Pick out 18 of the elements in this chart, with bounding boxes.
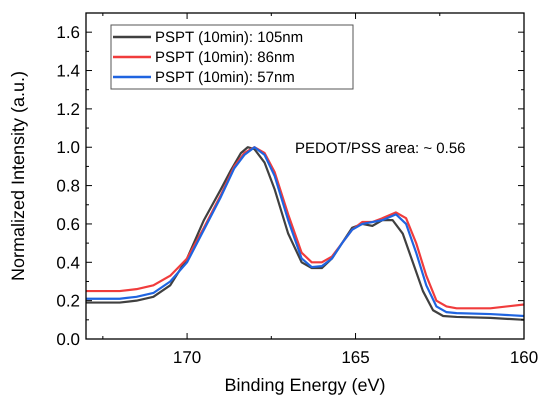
legend-label: PSPT (10min): 57nm xyxy=(155,69,295,86)
x-axis-title: Binding Energy (eV) xyxy=(224,375,386,395)
y-tick-label: 1.6 xyxy=(56,23,80,42)
y-tick-label: 1.0 xyxy=(56,138,80,158)
y-tick-label: 0.0 xyxy=(56,330,80,349)
annotation: PEDOT/PSS area: ~ 0.56 xyxy=(295,140,466,157)
x-tick-label: 165 xyxy=(341,348,370,367)
y-tick-label: 0.6 xyxy=(56,214,80,234)
x-tick-label: 170 xyxy=(172,348,202,367)
legend-label: PSPT (10min): 86nm xyxy=(155,49,295,66)
legend-label: PSPT (10min): 105nm xyxy=(155,29,304,46)
y-tick-label: 1.2 xyxy=(56,100,80,119)
y-tick-label: 1.4 xyxy=(56,62,80,81)
y-tick-label: 0.8 xyxy=(56,176,80,196)
x-tick-label: 160 xyxy=(510,348,538,367)
y-tick-label: 0.2 xyxy=(56,292,80,311)
y-tick-label: 0.4 xyxy=(56,253,80,272)
y-axis-title: Normalized Intensity (a.u.) xyxy=(8,70,28,282)
